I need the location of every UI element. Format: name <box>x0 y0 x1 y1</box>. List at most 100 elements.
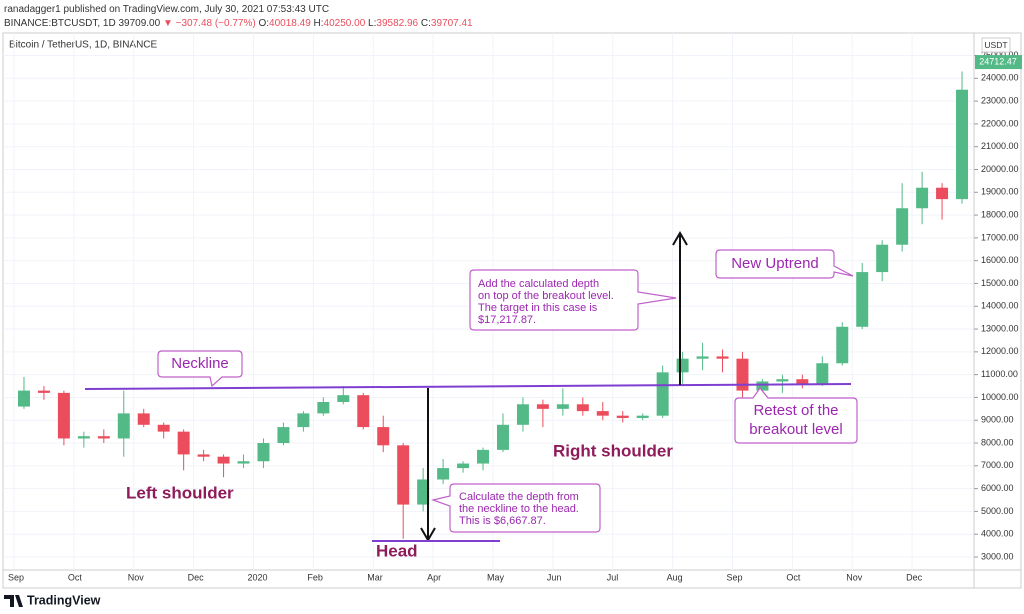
candle-body <box>896 208 909 245</box>
candle-body <box>916 187 929 209</box>
o-value: 40018.49 <box>269 18 311 29</box>
target-note-line: The target in this case is <box>478 302 598 314</box>
y-tick-label: 12000.00 <box>981 346 1019 356</box>
candle-body <box>496 424 509 450</box>
candle <box>536 399 549 428</box>
c-label: C: <box>421 18 431 29</box>
candle <box>377 415 390 453</box>
candle <box>477 447 490 471</box>
candle <box>457 461 470 473</box>
candle <box>337 386 350 405</box>
price: 39709.00 <box>118 18 160 29</box>
candle <box>896 183 909 252</box>
retest-label: Retest of the <box>753 402 838 419</box>
candle-body <box>277 427 290 444</box>
candle-body <box>856 272 869 327</box>
x-tick-label: Apr <box>427 572 441 582</box>
y-tick-label: 19000.00 <box>981 187 1019 197</box>
h-value: 40250.00 <box>324 18 366 29</box>
y-tick-label: 5000.00 <box>981 506 1014 516</box>
neckline-label: Neckline <box>171 355 229 372</box>
candle <box>576 397 589 416</box>
candle-body <box>716 356 729 359</box>
candle-body <box>576 404 589 412</box>
candle-body <box>516 404 529 425</box>
y-tick-label: 21000.00 <box>981 141 1019 151</box>
footer-logo <box>4 595 23 607</box>
y-tick-label: 9000.00 <box>981 415 1014 425</box>
candle-body <box>616 415 629 418</box>
candle-body <box>177 431 190 455</box>
candle-body <box>596 411 609 416</box>
chart-title: Bitcoin / TetherUS, 1D, BINANCE <box>9 40 158 51</box>
candle <box>37 386 50 400</box>
candle-body <box>956 89 969 200</box>
candle-body <box>676 358 689 373</box>
candle <box>397 443 410 539</box>
candle-body <box>776 379 789 382</box>
candle <box>916 171 929 225</box>
candle <box>437 458 450 485</box>
candle-body <box>457 463 470 469</box>
header-line-1: ranadagger1 published on TradingView.com… <box>4 4 329 15</box>
x-tick-label: Aug <box>667 572 683 582</box>
candle <box>277 422 290 446</box>
y-tick-label: 25000.00 <box>981 50 1019 60</box>
candle <box>796 374 809 389</box>
x-tick-label: Sep <box>727 572 743 582</box>
x-tick-label: Nov <box>846 572 863 582</box>
target-note-line: $17,217.87. <box>478 314 536 326</box>
candle <box>317 397 330 416</box>
y-tick-label: 18000.00 <box>981 209 1019 219</box>
logo-mark <box>4 595 23 607</box>
l-label: L: <box>368 18 376 29</box>
x-tick-label: Sep <box>8 572 24 582</box>
candle-body <box>876 244 889 273</box>
candle-body <box>17 390 30 407</box>
candle <box>117 390 130 457</box>
candle-body <box>97 436 110 439</box>
candle <box>157 422 170 439</box>
retest-label: breakout level <box>749 421 842 438</box>
depth-note-line: Calculate the depth from <box>459 491 579 503</box>
candle <box>856 262 869 330</box>
head-label: Head <box>376 541 418 560</box>
h-label: H: <box>314 18 324 29</box>
candle-body <box>656 372 669 416</box>
candle <box>357 392 370 430</box>
change: ▼ −307.48 (−0.77%) <box>163 18 256 29</box>
depth-callout <box>430 483 601 533</box>
currency: USDT <box>984 40 1007 50</box>
last-price-label: 24712.47 <box>979 56 1017 66</box>
candle-body <box>437 468 450 480</box>
x-tick-label: Dec <box>188 572 205 582</box>
y-tick-label: 13000.00 <box>981 323 1019 333</box>
y-tick-label: 7000.00 <box>981 460 1014 470</box>
chart-frame <box>2 32 1022 589</box>
left-shoulder-label: Left shoulder <box>126 483 234 502</box>
x-tick-label: Jul <box>607 572 619 582</box>
x-tick-label: Nov <box>128 572 145 582</box>
candle-body <box>836 326 849 364</box>
depth-note-line: the neckline to the head. <box>459 503 579 515</box>
candle <box>656 365 669 418</box>
candle-body <box>816 363 829 384</box>
candle-body <box>357 395 370 428</box>
user: ranadagger1 <box>4 4 61 15</box>
candle-body <box>636 415 649 418</box>
candle <box>716 349 729 373</box>
neckline-callout <box>157 350 243 388</box>
candle-body <box>936 187 949 200</box>
candle-body <box>417 479 430 505</box>
candle <box>936 183 949 220</box>
candle <box>237 454 250 469</box>
candle <box>177 429 190 471</box>
c-value: 39707.41 <box>431 18 473 29</box>
candle <box>816 356 829 387</box>
candle-body <box>337 395 350 403</box>
candle <box>836 322 849 366</box>
candle-body <box>297 413 310 428</box>
target-note-line: on top of the breakout level. <box>478 290 614 302</box>
uptrend-callout <box>715 249 854 279</box>
